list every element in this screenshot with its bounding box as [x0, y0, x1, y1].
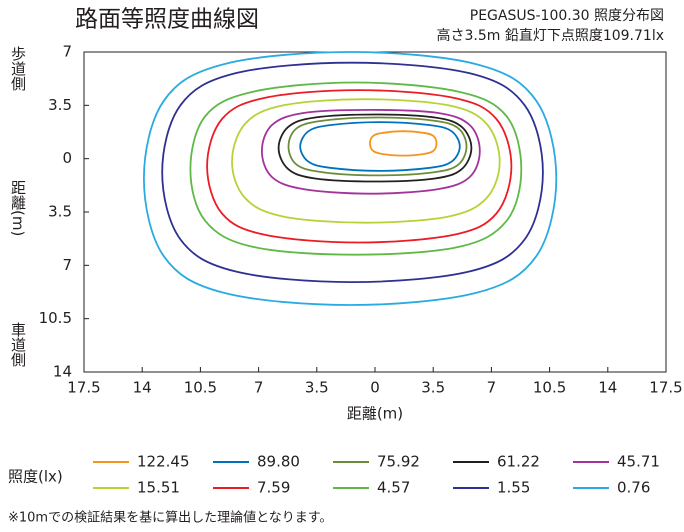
subtitle: PEGASUS-100.30 照度分布図: [470, 8, 664, 24]
x-tick-label: 14: [133, 379, 152, 397]
contour-line: [260, 108, 481, 195]
x-tick-label: 3.5: [421, 379, 445, 397]
subtitle: 高さ3.5m 鉛直灯下点照度109.71lx: [436, 27, 664, 44]
x-tick-label: 7: [487, 379, 497, 397]
x-tick-label: 3.5: [305, 379, 329, 397]
y-tick-label: 3.5: [48, 96, 72, 114]
x-tick-label: 7: [254, 379, 264, 397]
chart-title: 路面等照度曲線図: [75, 7, 259, 33]
contour-line: [206, 89, 513, 244]
x-tick-label: 10.5: [533, 379, 566, 397]
legend-title: 照度(lx): [8, 468, 63, 486]
legend-label: 89.80: [257, 453, 300, 471]
y-axis-label: 距離(m): [9, 180, 27, 237]
contour-line: [161, 61, 544, 284]
y-tick-label: 14: [53, 363, 72, 381]
y-label-bottom: 車道側: [9, 322, 27, 367]
legend-label: 7.59: [257, 479, 290, 497]
x-axis-label: 距離(m): [347, 405, 403, 423]
y-tick-label: 7: [62, 43, 72, 61]
footnote: ※10mでの検証結果を基に算出した理論値となります。: [8, 510, 332, 526]
y-label-top: 歩道側: [9, 46, 27, 91]
contour-line: [299, 121, 461, 172]
x-tick-label: 10.5: [184, 379, 217, 397]
contour-line: [277, 113, 473, 183]
x-tick-label: 0: [370, 379, 380, 397]
legend-label: 1.55: [497, 479, 530, 497]
contour-line: [287, 116, 468, 177]
y-tick-label: 0: [62, 149, 72, 167]
legend-label: 75.92: [377, 453, 420, 471]
legend-label: 45.71: [617, 453, 660, 471]
x-tick-label: 17.5: [67, 379, 100, 397]
legend-label: 4.57: [377, 479, 410, 497]
contour-line: [142, 51, 558, 306]
x-tick-label: 17.5: [649, 379, 682, 397]
contour-line: [189, 81, 523, 256]
legend-label: 15.51: [137, 479, 180, 497]
contour-line: [231, 98, 501, 224]
legend-label: 122.45: [137, 453, 190, 471]
x-tick-label: 14: [598, 379, 617, 397]
y-tick-label: 10.5: [39, 309, 72, 327]
legend-label: 0.76: [617, 479, 650, 497]
contour-line: [369, 130, 438, 157]
y-tick-label: 3.5: [48, 203, 72, 221]
y-tick-label: 7: [62, 256, 72, 274]
legend-label: 61.22: [497, 453, 540, 471]
